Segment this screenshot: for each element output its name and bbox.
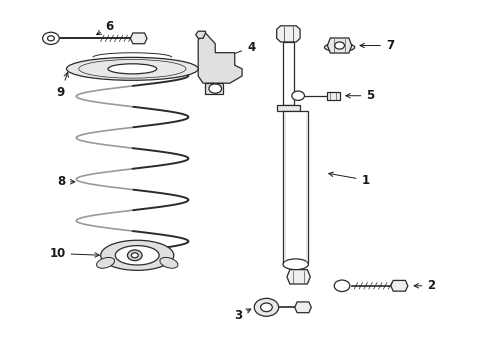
- Ellipse shape: [115, 246, 159, 265]
- Polygon shape: [198, 33, 242, 83]
- Circle shape: [291, 91, 304, 100]
- Ellipse shape: [160, 257, 178, 268]
- Polygon shape: [130, 33, 147, 44]
- Ellipse shape: [96, 257, 114, 268]
- Text: 4: 4: [226, 41, 255, 57]
- Bar: [283, 42, 293, 105]
- Text: 10: 10: [49, 247, 99, 260]
- Polygon shape: [205, 83, 222, 94]
- Polygon shape: [390, 280, 407, 291]
- Ellipse shape: [324, 43, 354, 51]
- Ellipse shape: [108, 64, 157, 74]
- Text: 2: 2: [413, 279, 435, 292]
- Circle shape: [42, 32, 59, 44]
- Circle shape: [334, 42, 344, 49]
- Text: 3: 3: [233, 309, 250, 322]
- Circle shape: [208, 84, 221, 93]
- Circle shape: [127, 250, 142, 261]
- Polygon shape: [195, 31, 205, 39]
- Text: 1: 1: [328, 172, 369, 186]
- Circle shape: [254, 298, 278, 316]
- Ellipse shape: [101, 240, 173, 270]
- Circle shape: [47, 36, 54, 41]
- Text: 7: 7: [359, 39, 393, 52]
- Bar: [276, 105, 300, 111]
- Text: 8: 8: [57, 175, 75, 188]
- Bar: [283, 111, 308, 264]
- Polygon shape: [294, 302, 311, 313]
- Ellipse shape: [283, 259, 308, 270]
- Text: 6: 6: [97, 21, 114, 35]
- Bar: [326, 92, 339, 100]
- Ellipse shape: [66, 57, 198, 80]
- Text: 9: 9: [57, 72, 68, 99]
- Polygon shape: [276, 26, 300, 42]
- Circle shape: [333, 280, 349, 292]
- Polygon shape: [327, 38, 351, 53]
- Text: 5: 5: [345, 89, 374, 102]
- Circle shape: [260, 303, 272, 312]
- Circle shape: [131, 253, 138, 258]
- Polygon shape: [286, 270, 310, 284]
